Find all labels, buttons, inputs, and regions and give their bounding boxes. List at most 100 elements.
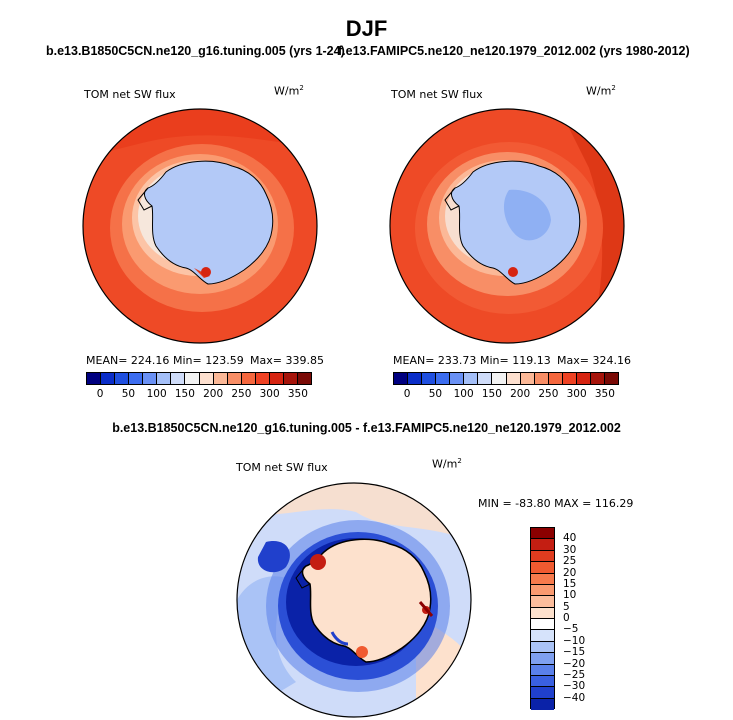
colorbar-swatch xyxy=(492,373,507,384)
colorbar-swatch xyxy=(576,373,591,384)
colorbar-swatch xyxy=(531,528,554,540)
colorbar-tick-label: 0 xyxy=(403,388,411,400)
panel2-mean-label: MEAN= 233.73 xyxy=(393,354,477,367)
panel3-minmax-label: MIN = -83.80 MAX = 116.29 xyxy=(478,497,634,510)
panel2-variable-label: TOM net SW flux xyxy=(391,88,483,101)
colorbar-tick-label: 40 xyxy=(563,532,577,545)
colorbar-swatch xyxy=(531,630,554,642)
colorbar-swatch xyxy=(531,573,554,585)
panel1-min-label: Min= 123.59 xyxy=(173,354,244,367)
colorbar-swatch xyxy=(531,664,554,676)
colorbar-tick-label: 300 xyxy=(259,388,280,400)
panel3-unit-label: W/m2 xyxy=(432,457,462,471)
colorbar-swatch xyxy=(241,373,256,384)
colorbar-swatch xyxy=(129,373,144,384)
colorbar-swatch xyxy=(531,641,554,654)
colorbar-swatch xyxy=(227,373,242,384)
panel2-colorbar: 0 50 100 150 200 250 300 350 xyxy=(393,372,619,400)
colorbar-swatch xyxy=(171,373,186,384)
colorbar-swatch xyxy=(408,373,423,384)
panel2-min-label: Min= 119.13 xyxy=(480,354,551,367)
colorbar-swatch xyxy=(297,373,311,384)
colorbar-tick-label: 30 xyxy=(563,543,577,556)
colorbar-swatch xyxy=(531,607,554,619)
colorbar-tick-label: −10 xyxy=(563,634,586,647)
colorbar-swatch xyxy=(531,539,554,551)
colorbar-swatch xyxy=(283,373,298,384)
colorbar-swatch xyxy=(199,373,214,384)
panel1-variable-label: TOM net SW flux xyxy=(84,88,176,101)
colorbar-tick-label: 300 xyxy=(566,388,587,400)
colorbar-swatch xyxy=(531,698,554,710)
colorbar-swatch xyxy=(157,373,172,384)
panel2-max-label: Max= 324.16 xyxy=(557,354,631,367)
colorbar-swatch xyxy=(534,373,549,384)
colorbar-swatch xyxy=(506,373,521,384)
colorbar-swatch xyxy=(531,562,554,574)
colorbar-swatch xyxy=(531,675,554,688)
colorbar-swatch xyxy=(531,653,554,665)
colorbar-swatch xyxy=(548,373,563,384)
colorbar-swatch xyxy=(422,373,437,384)
panel3-variable-label: TOM net SW flux xyxy=(236,461,328,474)
panel3-colorbar xyxy=(530,527,555,710)
colorbar-swatch xyxy=(531,584,554,597)
colorbar-tick-label: −20 xyxy=(563,657,586,670)
colorbar-tick-label: −25 xyxy=(563,668,586,681)
panel1-mean-label: MEAN= 224.16 xyxy=(86,354,170,367)
panel2-subtitle: f.e13.FAMIPC5.ne120_ne120.1979_2012.002 … xyxy=(338,44,690,58)
panel1-polar-map xyxy=(82,108,318,344)
colorbar-swatch xyxy=(531,687,554,699)
colorbar-swatch xyxy=(450,373,465,384)
colorbar-tick-label: 15 xyxy=(563,577,577,590)
panel1-colorbar: 0 50 100 150 200 250 300 350 xyxy=(86,372,312,400)
colorbar-tick-label: 25 xyxy=(563,555,577,568)
colorbar-tick-label: −30 xyxy=(563,680,586,693)
colorbar-swatch xyxy=(590,373,605,384)
colorbar-swatch xyxy=(115,373,130,384)
colorbar-tick-label: 10 xyxy=(563,589,577,602)
colorbar-tick-label: 150 xyxy=(481,388,502,400)
colorbar-tick-label: −40 xyxy=(563,691,586,704)
colorbar-swatch xyxy=(464,373,479,384)
panel1-max-label: Max= 339.85 xyxy=(250,354,324,367)
colorbar-swatch xyxy=(531,596,554,608)
colorbar-swatch xyxy=(269,373,284,384)
panel1-subtitle: b.e13.B1850C5CN.ne120_g16.tuning.005 (yr… xyxy=(46,44,345,58)
colorbar-tick-label: 350 xyxy=(594,388,615,400)
colorbar-tick-label: 20 xyxy=(563,566,577,579)
colorbar-tick-label: 50 xyxy=(121,388,136,400)
colorbar-swatch xyxy=(101,373,116,384)
panel3-colorbar-ticks: 40 30 25 20 15 10 5 0 −5 −10 −15 −20 −25 −30 −40 xyxy=(563,527,613,709)
colorbar-swatch xyxy=(185,373,200,384)
colorbar-tick-label: 200 xyxy=(510,388,531,400)
colorbar-tick-label: 200 xyxy=(203,388,224,400)
colorbar-tick-label: 250 xyxy=(231,388,252,400)
colorbar-tick-label: 100 xyxy=(453,388,474,400)
colorbar-tick-label: 350 xyxy=(287,388,308,400)
colorbar-swatch xyxy=(436,373,451,384)
colorbar-swatch xyxy=(520,373,535,384)
colorbar-tick-label: −5 xyxy=(563,623,579,636)
colorbar-tick-label: 250 xyxy=(538,388,559,400)
colorbar-tick-label: 100 xyxy=(146,388,167,400)
colorbar-tick-label: 50 xyxy=(428,388,443,400)
colorbar-swatch xyxy=(604,373,618,384)
panel1-unit-label: W/m2 xyxy=(274,84,304,98)
colorbar-tick-label: −15 xyxy=(563,646,586,659)
colorbar-tick-label: 5 xyxy=(563,600,570,613)
panel2-unit-label: W/m2 xyxy=(586,84,616,98)
colorbar-swatch xyxy=(143,373,158,384)
panel2-polar-map xyxy=(389,108,625,344)
colorbar-swatch xyxy=(562,373,577,384)
colorbar-swatch xyxy=(394,373,409,384)
colorbar-tick-label: 0 xyxy=(96,388,104,400)
colorbar-tick-label: 150 xyxy=(174,388,195,400)
colorbar-swatch xyxy=(87,373,102,384)
colorbar-swatch xyxy=(531,550,554,563)
colorbar-swatch xyxy=(213,373,228,384)
colorbar-swatch xyxy=(531,619,554,631)
colorbar-swatch xyxy=(255,373,270,384)
page-title: DJF xyxy=(345,16,388,41)
colorbar-tick-label: 0 xyxy=(563,612,570,624)
